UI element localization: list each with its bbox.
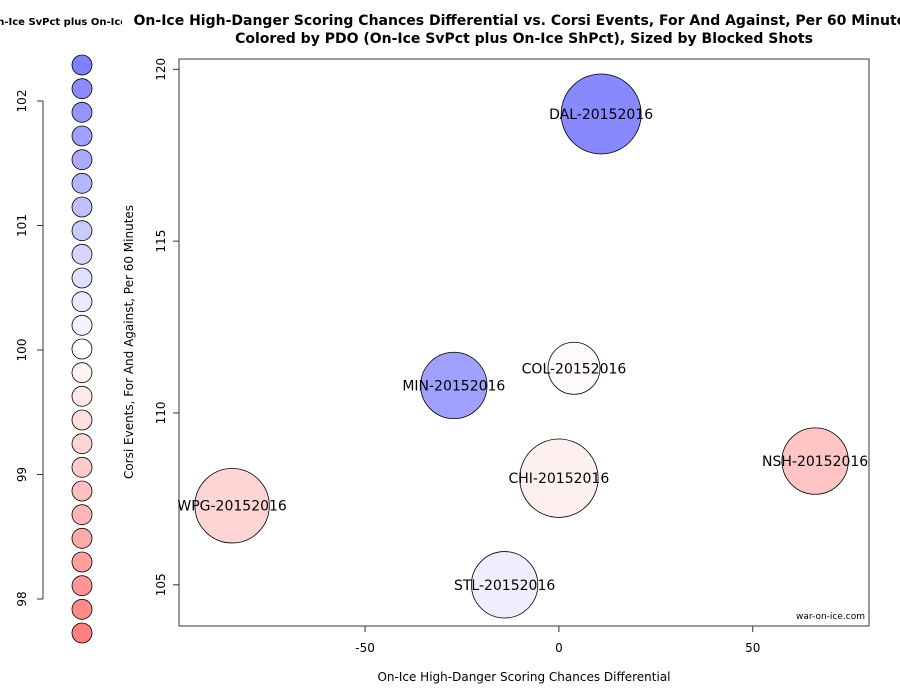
point-label: STL-20152016: [454, 578, 555, 594]
x-axis-label: On-Ice High-Danger Scoring Chances Diffe…: [377, 670, 670, 684]
y-axis-label: Corsi Events, For And Against, Per 60 Mi…: [122, 205, 136, 479]
legend-swatch: [71, 527, 93, 549]
y-tick-label: 115: [154, 230, 168, 253]
point-bubble: [560, 73, 642, 155]
x-tick-label: 0: [555, 641, 563, 655]
legend-swatch: [71, 220, 93, 242]
watermark: war-on-ice.com: [796, 612, 865, 622]
data-point: COL-20152016: [522, 341, 627, 395]
chart-subtitle: Colored by PDO (On-Ice SvPct plus On-Ice…: [235, 31, 813, 47]
legend-tick-label: 101: [15, 214, 29, 237]
legend-swatch: [71, 338, 93, 360]
x-tick-label: -50: [355, 641, 375, 655]
data-point: DAL-20152016: [549, 73, 653, 155]
data-point: NSH-20152016: [762, 427, 868, 495]
legend-swatch: [71, 172, 93, 194]
data-point: MIN-20152016: [402, 351, 505, 420]
point-bubble: [194, 468, 270, 544]
point-label: WPG-20152016: [177, 499, 287, 515]
point-label: MIN-20152016: [402, 378, 505, 394]
point-bubble: [420, 351, 488, 420]
legend-swatch: [71, 385, 93, 407]
legend-swatch: [71, 291, 93, 313]
point-label: COL-20152016: [522, 361, 627, 377]
chart-title: On-Ice High-Danger Scoring Chances Diffe…: [134, 13, 900, 29]
pdo-color-legend: PDO (On-Ice SvPct plus On-Ice ShPct) 98 9…: [0, 17, 167, 644]
legend-swatch: [71, 362, 93, 384]
x-tick-label: 50: [745, 641, 760, 655]
point-label: NSH-20152016: [762, 454, 868, 470]
legend-swatch: [71, 504, 93, 526]
plot-area: [178, 58, 870, 627]
legend-swatch: [71, 125, 93, 147]
point-bubble: [781, 427, 849, 495]
legend-swatch: [71, 598, 93, 620]
legend-tick-label: 99: [15, 467, 29, 482]
legend-swatch: [71, 456, 93, 478]
point-bubble: [519, 438, 599, 518]
point-bubble: [547, 341, 601, 395]
legend-swatch: [71, 243, 93, 265]
legend-swatch: [71, 78, 93, 100]
y-tick-label: 110: [154, 401, 168, 424]
y-tick-label: 105: [154, 573, 168, 596]
legend-tick-label: 100: [15, 339, 29, 362]
legend-tick-label: 102: [15, 90, 29, 113]
y-tick-label: 120: [154, 58, 168, 81]
legend-swatch: [71, 480, 93, 502]
legend-swatch: [71, 196, 93, 218]
legend-swatch: [71, 267, 93, 289]
legend-swatch: [71, 575, 93, 597]
legend-tick-label: 98: [15, 591, 29, 606]
legend-swatch: [71, 622, 93, 644]
legend-swatch: [71, 101, 93, 123]
legend-swatch: [71, 409, 93, 431]
data-point: WPG-20152016: [177, 468, 287, 544]
legend-swatch: [71, 54, 93, 76]
point-label: DAL-20152016: [549, 107, 653, 123]
legend-title: PDO (On-Ice SvPct plus On-Ice ShPct): [0, 17, 167, 28]
legend-swatch: [71, 314, 93, 336]
data-point: STL-20152016: [454, 551, 555, 619]
legend-swatch: [71, 433, 93, 455]
point-bubble: [471, 551, 539, 619]
legend-swatch: [71, 551, 93, 573]
point-label: CHI-20152016: [509, 471, 610, 487]
data-point: CHI-20152016: [509, 438, 610, 518]
legend-swatch: [71, 149, 93, 171]
